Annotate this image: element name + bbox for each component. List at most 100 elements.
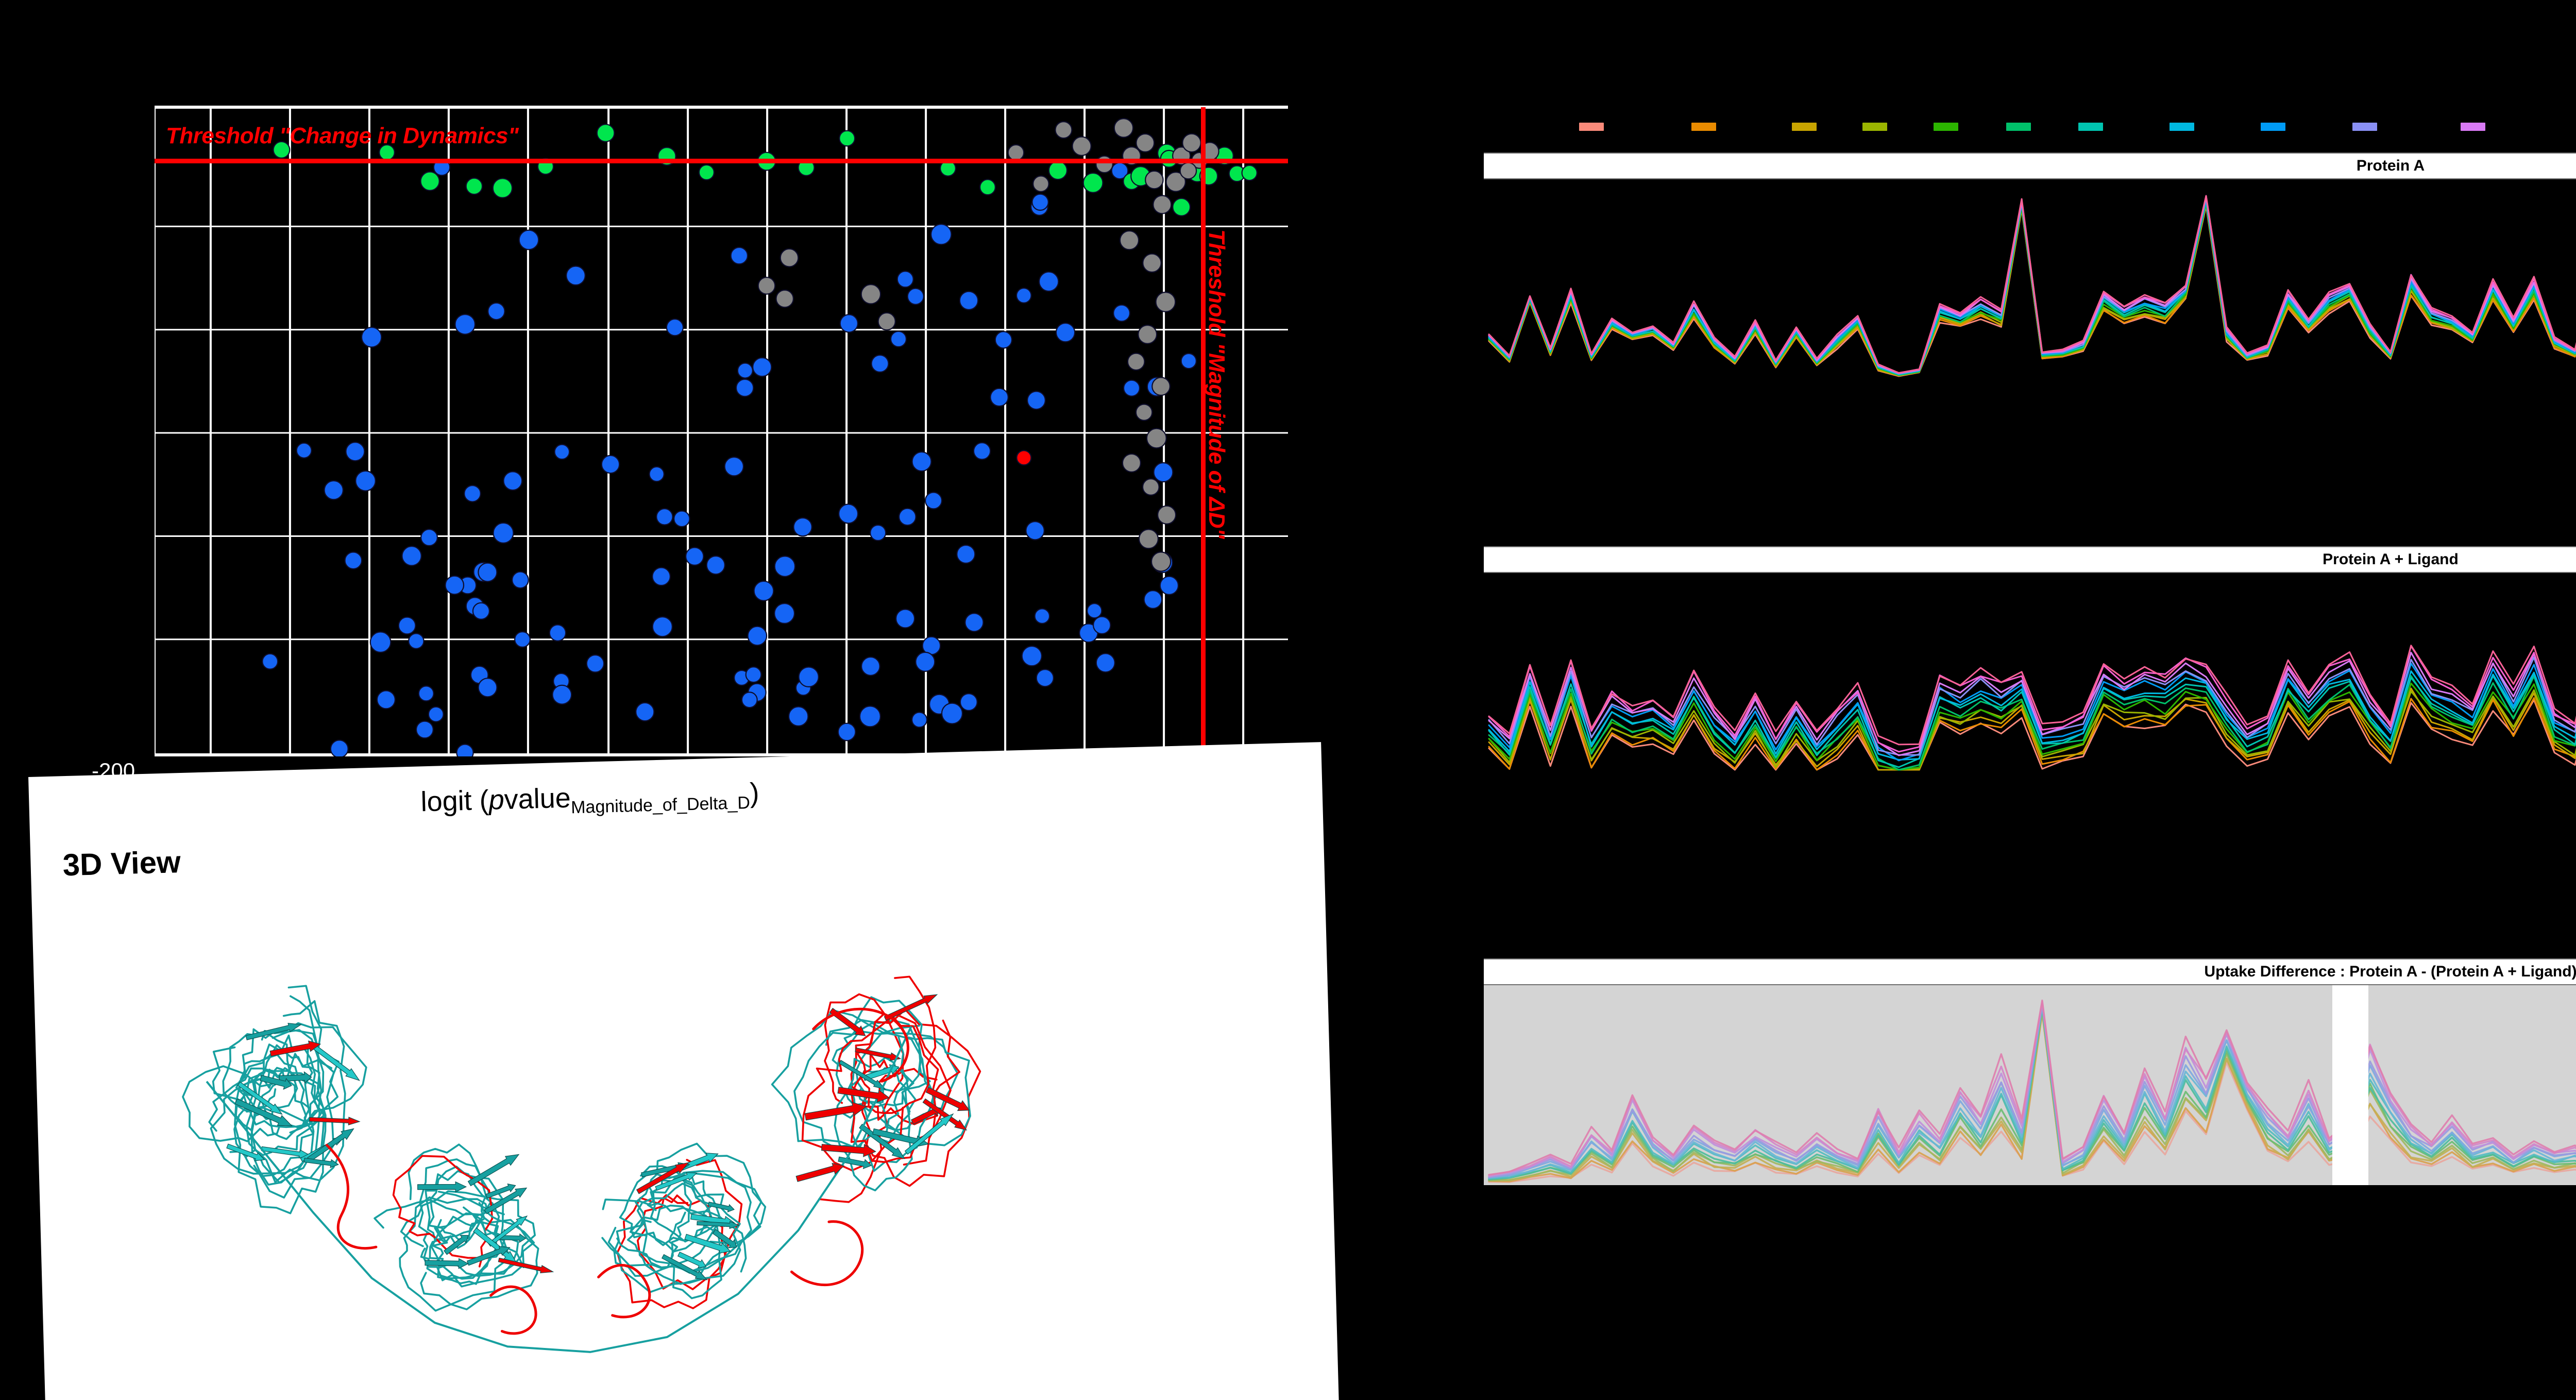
volcano-point[interactable] xyxy=(376,690,396,710)
volcano-point[interactable] xyxy=(1122,453,1142,473)
volcano-point[interactable] xyxy=(487,302,505,321)
volcano-point[interactable] xyxy=(1072,136,1092,156)
volcano-point[interactable] xyxy=(296,442,312,459)
volcano-point[interactable] xyxy=(652,616,673,637)
panel-protein-a[interactable]: Protein A xyxy=(1484,153,2576,379)
volcano-point[interactable] xyxy=(698,164,715,181)
volcano-point[interactable] xyxy=(1113,117,1134,138)
volcano-point[interactable] xyxy=(418,685,434,702)
volcano-point[interactable] xyxy=(554,444,570,460)
volcano-point[interactable] xyxy=(1093,616,1111,635)
volcano-point[interactable] xyxy=(911,451,932,472)
volcano-point[interactable] xyxy=(262,653,279,670)
volcano-point[interactable] xyxy=(1165,172,1187,192)
volcano-point[interactable] xyxy=(1182,133,1201,153)
volcano-point[interactable] xyxy=(839,314,859,333)
volcano-point[interactable] xyxy=(774,602,795,624)
volcano-point[interactable] xyxy=(1082,172,1104,193)
volcano-point[interactable] xyxy=(514,631,531,648)
three-d-view-panel[interactable]: logit (pvalueMagnitude_of_Delta_D) 3D Vi… xyxy=(28,742,1340,1400)
volcano-point[interactable] xyxy=(1180,352,1197,369)
volcano-point[interactable] xyxy=(1034,608,1050,625)
volcano-point[interactable] xyxy=(838,503,859,524)
volcano-point[interactable] xyxy=(1127,352,1145,371)
volcano-point[interactable] xyxy=(877,312,896,331)
volcano-point[interactable] xyxy=(1095,653,1115,673)
volcano-point[interactable] xyxy=(1032,175,1049,192)
volcano-point[interactable] xyxy=(552,684,572,705)
volcano-point[interactable] xyxy=(1138,325,1158,345)
volcano-point[interactable] xyxy=(1136,133,1155,153)
volcano-point[interactable] xyxy=(979,179,996,196)
volcano-point[interactable] xyxy=(361,327,382,348)
volcano-point[interactable] xyxy=(586,654,605,673)
volcano-point[interactable] xyxy=(408,633,425,649)
volcano-point[interactable] xyxy=(666,318,684,336)
volcano-point[interactable] xyxy=(1142,253,1162,273)
volcano-point[interactable] xyxy=(1055,121,1073,139)
volcano-point[interactable] xyxy=(330,739,349,756)
volcano-point[interactable] xyxy=(706,555,725,575)
volcano-point[interactable] xyxy=(1172,197,1191,216)
volcano-point[interactable] xyxy=(345,442,365,462)
volcano-point[interactable] xyxy=(478,678,498,698)
volcano-point[interactable] xyxy=(1145,170,1164,190)
volcano-point[interactable] xyxy=(1153,462,1174,483)
volcano-point[interactable] xyxy=(839,130,856,147)
volcano-point[interactable] xyxy=(673,510,690,528)
volcano-point[interactable] xyxy=(753,580,774,601)
volcano-point[interactable] xyxy=(859,705,882,728)
volcano-point[interactable] xyxy=(1179,162,1197,180)
volcano-point[interactable] xyxy=(745,666,762,683)
volcano-point[interactable] xyxy=(898,508,917,526)
volcano-point[interactable] xyxy=(478,562,498,582)
volcano-point[interactable] xyxy=(757,277,776,295)
volcano-point[interactable] xyxy=(1142,478,1160,496)
volcano-point[interactable] xyxy=(596,124,615,142)
volcano-point[interactable] xyxy=(344,551,363,570)
panel-uptake-difference[interactable]: Uptake Difference : Protein A - (Protein… xyxy=(1484,958,2576,1185)
volcano-point[interactable] xyxy=(324,480,344,500)
volcano-point[interactable] xyxy=(741,691,758,709)
volcano-point[interactable] xyxy=(1016,450,1032,466)
volcano-point[interactable] xyxy=(369,631,392,653)
volcano-point[interactable] xyxy=(652,567,671,586)
volcano-point[interactable] xyxy=(990,387,1009,407)
volcano-point[interactable] xyxy=(973,442,991,460)
volcano-point[interactable] xyxy=(420,171,440,191)
volcano-point[interactable] xyxy=(465,177,483,195)
volcano-point[interactable] xyxy=(492,178,513,198)
volcano-point[interactable] xyxy=(1157,505,1177,525)
volcano-point[interactable] xyxy=(1123,379,1141,397)
volcano-point[interactable] xyxy=(1015,288,1032,303)
volcano-point[interactable] xyxy=(1055,323,1076,343)
volcano-point[interactable] xyxy=(1159,576,1179,596)
panel-protein-a-ligand[interactable]: Protein A + Ligand xyxy=(1484,546,2576,773)
volcano-point[interactable] xyxy=(895,609,916,629)
volcano-point[interactable] xyxy=(635,702,655,722)
volcano-point[interactable] xyxy=(549,624,567,642)
protein-structure-viewport[interactable] xyxy=(32,897,1339,1400)
volcano-point[interactable] xyxy=(464,485,481,502)
volcano-point[interactable] xyxy=(774,555,796,577)
volcano-point[interactable] xyxy=(1113,304,1131,322)
volcano-point[interactable] xyxy=(994,331,1013,349)
volcano-point[interactable] xyxy=(398,616,416,635)
volcano-point[interactable] xyxy=(1026,391,1046,410)
volcano-point[interactable] xyxy=(1150,551,1172,572)
volcano-point[interactable] xyxy=(959,693,978,711)
volcano-point[interactable] xyxy=(656,508,673,526)
volcano-point[interactable] xyxy=(1155,292,1176,313)
volcano-point[interactable] xyxy=(860,656,880,676)
volcano-point[interactable] xyxy=(415,720,434,739)
volcano-point[interactable] xyxy=(401,546,422,566)
volcano-point[interactable] xyxy=(737,362,753,379)
volcano-point[interactable] xyxy=(454,314,476,335)
volcano-point[interactable] xyxy=(456,744,474,757)
volcano-point[interactable] xyxy=(566,265,586,286)
volcano-point[interactable] xyxy=(915,651,936,672)
volcano-point[interactable] xyxy=(1025,520,1045,541)
volcano-point[interactable] xyxy=(503,471,523,491)
volcano-point[interactable] xyxy=(930,224,952,245)
volcano-point[interactable] xyxy=(956,544,976,564)
